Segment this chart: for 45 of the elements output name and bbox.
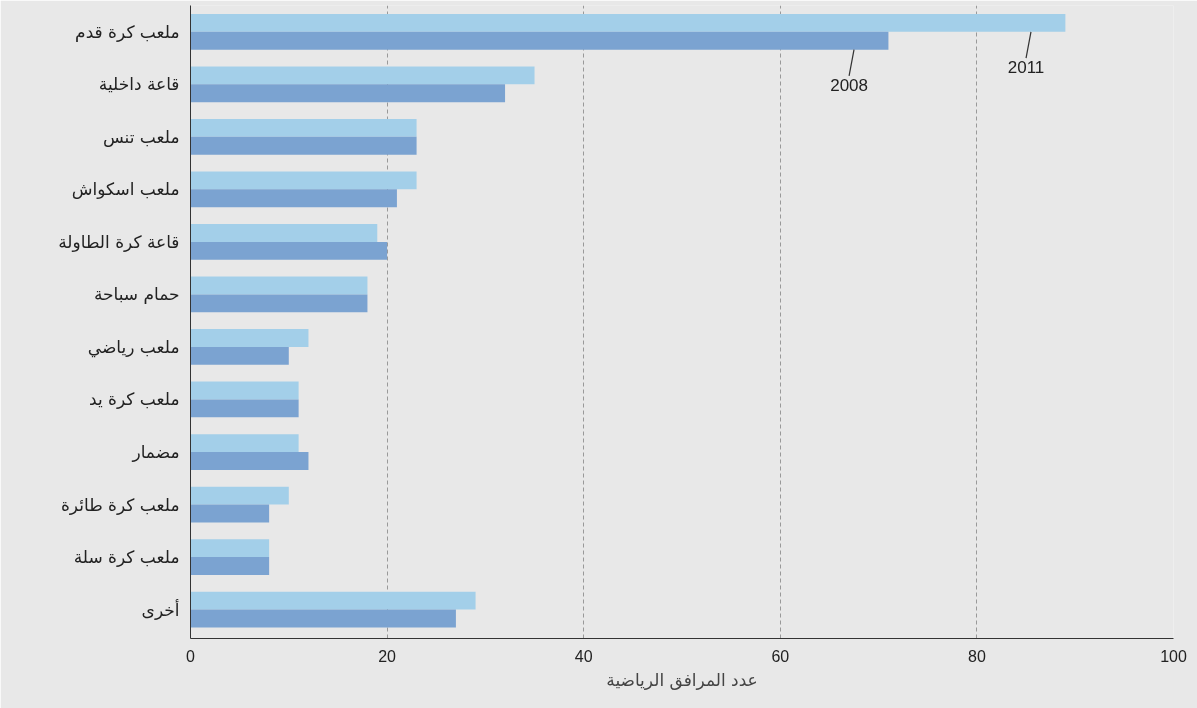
bar [190,434,299,453]
y-tick-label: حمام سباحة [93,284,180,305]
y-tick-label: قاعة كرة الطاولة [58,231,180,252]
bar [190,241,388,260]
bar [190,118,417,137]
bar [190,66,535,85]
bar [190,224,378,242]
bar [190,31,889,50]
y-tick-label: مضمار [131,442,180,463]
x-tick-label: 60 [771,647,790,665]
bar [190,539,270,558]
x-axis-title: عدد المرافق الرياضية [606,669,758,690]
y-tick-label: ملعب تنس [102,126,180,147]
bar [190,329,309,347]
y-tick-label: ملعب كرة سلة [73,547,180,568]
bar [190,189,397,208]
x-tick-label: 40 [574,647,593,665]
bar [190,346,289,365]
bar [190,591,476,610]
x-tick-label: 0 [186,647,196,665]
bar [190,399,299,418]
y-tick-label: ملعب كرة قدم [75,21,180,42]
bar [190,84,506,103]
x-tick-label: 80 [968,647,986,665]
y-tick-label: ملعب اسكواش [71,179,180,200]
series-label: 2008 [830,75,869,95]
x-tick-label: 100 [1160,647,1187,665]
y-tick-label: ملعب كرة يد [89,389,180,410]
bar [190,452,309,470]
bar [190,486,289,505]
bar [190,171,417,190]
bar [190,276,368,295]
bar [190,136,417,155]
bar [190,13,1066,32]
y-tick-label: ملعب رياضي [87,336,180,358]
series-label: 2011 [1007,57,1045,77]
x-tick-label: 20 [378,647,397,665]
bar [190,609,456,628]
bar [190,557,270,575]
y-tick-label: قاعة داخلية [98,74,180,95]
bar [190,504,270,523]
y-tick-label: أخرى [141,598,180,620]
bar [190,294,368,313]
y-tick-label: ملعب كرة طائرة [60,494,180,515]
bar [190,381,299,400]
